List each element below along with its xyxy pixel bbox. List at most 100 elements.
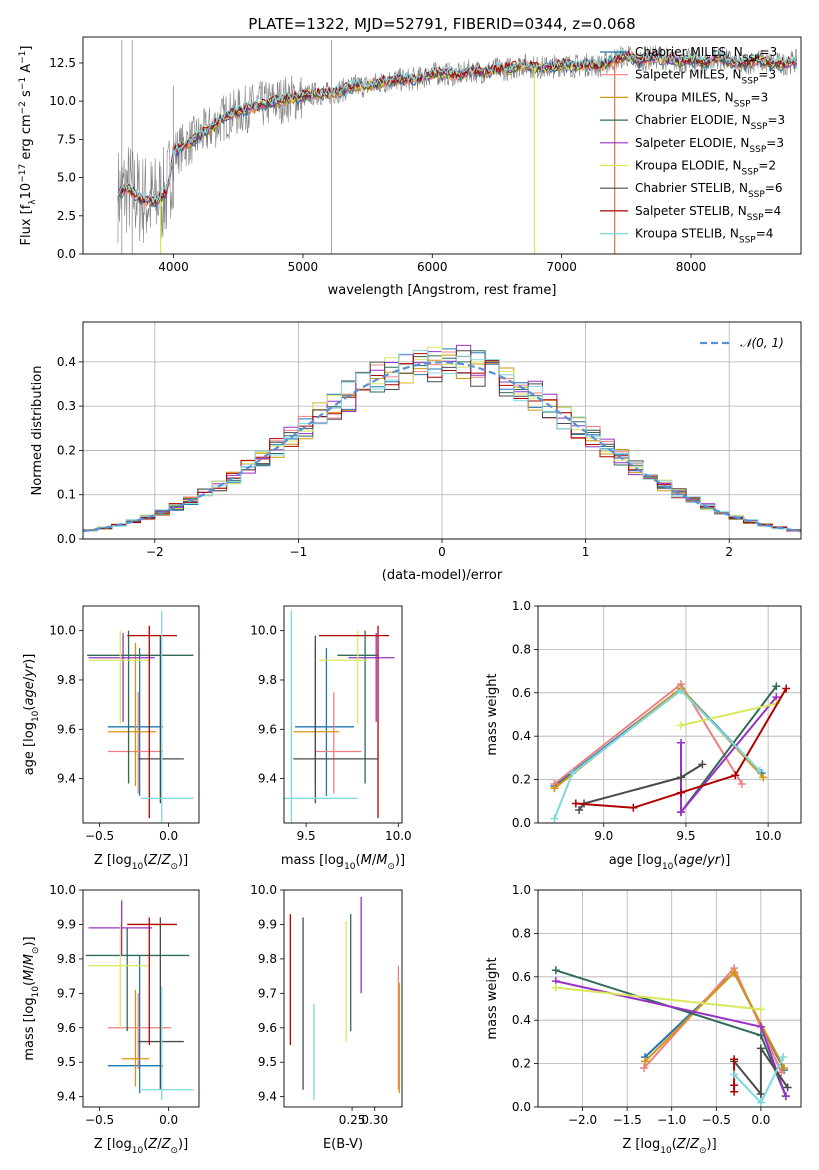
label-part: Flux [f bbox=[19, 204, 34, 245]
errorbar-point bbox=[293, 642, 340, 787]
errorbar-point bbox=[88, 630, 148, 725]
x-axis-label: age [log10(age/yr)] bbox=[609, 853, 731, 872]
y-tick-label: 0.6 bbox=[512, 686, 531, 700]
y-tick-label: 9.7 bbox=[258, 986, 277, 1000]
label-part: A bbox=[19, 64, 34, 77]
label-part: ⊙ bbox=[387, 862, 395, 872]
label-part: mass [log bbox=[281, 853, 344, 868]
label-part: / bbox=[157, 853, 162, 868]
errorbar-point bbox=[319, 625, 390, 819]
weight-series bbox=[730, 1053, 788, 1107]
y-tick-label: 1.0 bbox=[512, 599, 531, 613]
x-tick-label: −0.5 bbox=[85, 1113, 114, 1127]
y-tick-label: 0.0 bbox=[512, 816, 531, 830]
errorbar-point bbox=[138, 635, 184, 804]
axes-frame bbox=[283, 605, 403, 824]
label-part: SSP bbox=[739, 236, 756, 246]
weight-series bbox=[640, 968, 789, 1072]
y-tick-label: 10.0 bbox=[250, 883, 277, 897]
x-tick-label: 6000 bbox=[417, 260, 448, 274]
label-part: SSP bbox=[749, 145, 766, 155]
x-tick-label: 7000 bbox=[546, 260, 577, 274]
y-tick-label: 0.2 bbox=[57, 443, 76, 457]
label-part: Z bbox=[147, 853, 158, 868]
model-line bbox=[117, 49, 797, 204]
y-tick-label: 9.6 bbox=[57, 1021, 76, 1035]
x-axis-label: Z [log10(Z/Z⊙)] bbox=[94, 1137, 188, 1156]
y-tick-label: 0.2 bbox=[512, 773, 531, 787]
label-part: M bbox=[376, 853, 387, 868]
legend-label: Kroupa STELIB, NSSP=4 bbox=[635, 227, 773, 246]
errorbar-point bbox=[107, 642, 157, 787]
axes-frame bbox=[82, 889, 200, 1108]
y-tick-label: 0.0 bbox=[512, 1100, 531, 1114]
errorbar-point bbox=[127, 625, 177, 819]
weight-marker bbox=[731, 771, 740, 780]
y-tick-label: 0.8 bbox=[512, 642, 531, 656]
label-part: 10 bbox=[31, 986, 41, 998]
label-part: M bbox=[361, 853, 372, 868]
y-tick-label: 0.8 bbox=[512, 926, 531, 940]
x-tick-label: −1 bbox=[290, 545, 308, 559]
label-part: 10 bbox=[662, 862, 674, 872]
x-axis-label: mass [log10(M/M⊙)] bbox=[281, 853, 405, 872]
weight-series bbox=[575, 760, 707, 814]
weight-series bbox=[550, 684, 766, 791]
weight-marker bbox=[756, 1089, 765, 1098]
legend-label: Salpeter MILES, NSSP=3 bbox=[635, 68, 776, 87]
weight-marker bbox=[759, 773, 768, 782]
errorbar-point bbox=[141, 610, 194, 823]
errorbar-point bbox=[127, 917, 177, 1045]
y-tick-label: 9.4 bbox=[258, 772, 277, 786]
label-part: yr bbox=[706, 853, 722, 868]
label-part: age [log bbox=[609, 853, 662, 868]
y-tick-label: 0.4 bbox=[57, 355, 76, 369]
x-tick-label: 10.0 bbox=[755, 829, 782, 843]
x-tick-label: 0.25 bbox=[339, 1113, 366, 1127]
panel-mass-vs-Z: −0.5 0.09.49.59.69.79.89.910.0Z [log10(Z/… bbox=[22, 883, 200, 1156]
panel-residuals: −2 −1 0 1 2 0.0 0.1 0.2 0.3 0.4 𝒩(0, 1) (data-model… bbox=[30, 321, 802, 583]
x-tick-label: 0.30 bbox=[361, 1113, 388, 1127]
panel-mass-vs-EBV: 0.250.30 9.4 9.5 9.6 9.7 9.8 9.9 10.0 E(B-V) bbox=[250, 883, 403, 1152]
x-axis-label: wavelength [Angstrom, rest frame] bbox=[328, 283, 557, 298]
y-axis-label: Normed distribution bbox=[30, 366, 45, 496]
label-part: =2 bbox=[758, 159, 776, 173]
y-tick-label: 0.0 bbox=[57, 247, 76, 261]
label-part: ( bbox=[22, 706, 37, 711]
weight-marker bbox=[730, 1055, 739, 1064]
y-tick-label: 9.9 bbox=[258, 917, 277, 931]
label-part: Salpeter ELODIE, N bbox=[635, 136, 749, 150]
y-tick-label: 0.2 bbox=[512, 1057, 531, 1071]
weight-marker bbox=[677, 738, 686, 747]
axes-frame bbox=[537, 889, 802, 1108]
axes-frame bbox=[283, 889, 403, 1108]
weight-line bbox=[555, 986, 762, 1011]
label-part: Chabrier ELODIE, N bbox=[635, 113, 751, 127]
label-part: 10 bbox=[344, 862, 356, 872]
errorbar-point bbox=[284, 610, 358, 823]
label-part: 10 bbox=[132, 1146, 144, 1156]
errorbar-point bbox=[295, 647, 355, 796]
label-part: ( bbox=[356, 853, 361, 868]
label-part: ( bbox=[143, 1137, 148, 1152]
weight-marker bbox=[677, 686, 686, 695]
weight-marker bbox=[677, 808, 686, 817]
legend-label: Kroupa MILES, NSSP=3 bbox=[635, 90, 768, 109]
y-axis-label: age [log10(age/yr)] bbox=[22, 654, 41, 776]
x-tick-label: 9.5 bbox=[676, 829, 695, 843]
label-part: 10 bbox=[132, 862, 144, 872]
weight-marker bbox=[550, 784, 559, 793]
label-part: / bbox=[372, 853, 377, 868]
weight-marker bbox=[677, 788, 686, 797]
label-part: ( bbox=[672, 1137, 677, 1152]
y-tick-label: 0.1 bbox=[57, 488, 76, 502]
label-part: erg cm bbox=[19, 114, 34, 163]
x-tick-label: −1.0 bbox=[657, 1113, 686, 1127]
weight-marker bbox=[640, 1063, 649, 1072]
weight-marker bbox=[571, 799, 580, 808]
weight-series bbox=[550, 686, 764, 823]
errorbar-point bbox=[121, 989, 150, 1087]
label-part: Z [log bbox=[94, 853, 132, 868]
y-tick-label: 10.0 bbox=[49, 94, 76, 108]
label-part: =4 bbox=[764, 204, 782, 218]
